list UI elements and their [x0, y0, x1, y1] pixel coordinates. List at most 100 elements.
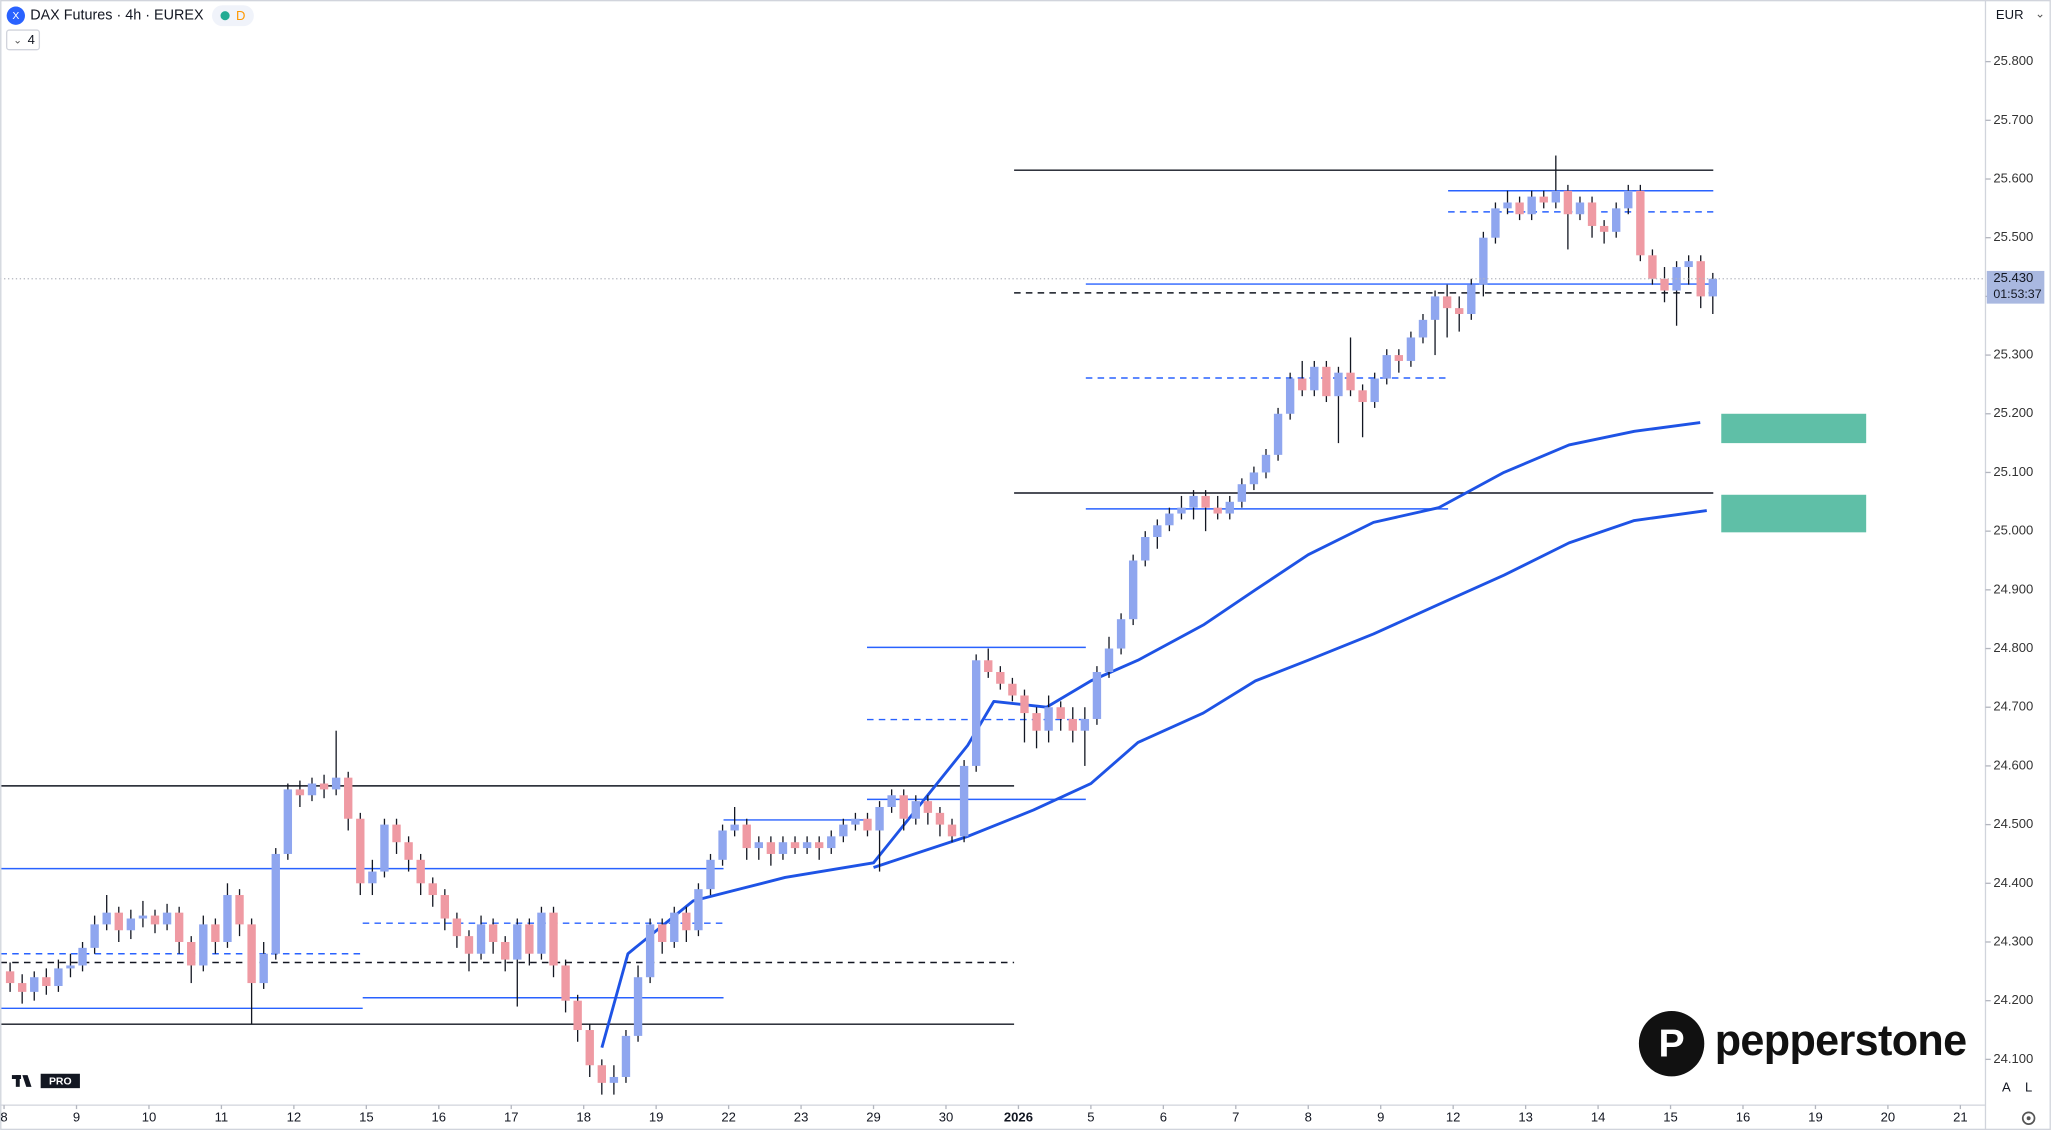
candle-body: [488, 924, 498, 942]
candle-body: [162, 912, 172, 925]
candle-body: [1141, 537, 1150, 561]
x-tick-label: 5: [1087, 1110, 1094, 1125]
status-badge[interactable]: [212, 5, 254, 27]
band-line: [600, 421, 1701, 1048]
x-tick-label: 14: [1591, 1110, 1606, 1125]
candle-body: [283, 789, 293, 854]
plot-area: [0, 155, 1986, 1095]
candle-body: [1406, 337, 1416, 361]
candle-body: [682, 912, 691, 931]
bar-countdown: 01:53:37: [1993, 287, 2041, 301]
candle-body: [102, 912, 111, 925]
settings-button[interactable]: [2021, 1111, 2036, 1125]
candle-body: [17, 983, 27, 992]
candle-body: [923, 801, 933, 813]
broker-mark: [1638, 1010, 1705, 1077]
chevron: ⌄: [13, 35, 22, 46]
candle-body: [525, 924, 534, 954]
candle-body: [150, 915, 160, 925]
candle-body: [319, 783, 329, 790]
candle-body: [658, 924, 667, 942]
y-tick-label: 24.100: [1993, 1051, 2033, 1066]
candle-body: [1346, 372, 1355, 391]
x-tick-label: 15: [359, 1110, 374, 1125]
y-tick-label: 24.300: [1993, 933, 2033, 948]
y-tick-label: 25.300: [1993, 347, 2033, 362]
candle-body: [356, 818, 365, 884]
x-tick-label: 13: [1518, 1110, 1533, 1125]
log-scale-button[interactable]: L: [2025, 1080, 2032, 1095]
auto-scale-button[interactable]: A: [2002, 1080, 2011, 1095]
candle-body: [1092, 672, 1102, 719]
candle-body: [851, 818, 860, 825]
candle-body: [1503, 202, 1512, 209]
zone: [1721, 494, 1867, 533]
last-price-label: 25.430: [1993, 270, 2033, 285]
candle-body: [476, 924, 486, 954]
candle-body: [609, 1076, 619, 1083]
candle-body: [1165, 513, 1174, 526]
currency[interactable]: EUR: [1996, 7, 2024, 22]
candle-body: [90, 924, 99, 948]
symbol-title[interactable]: DAX Futures · 4h · EUREX: [30, 7, 204, 23]
candle-body: [597, 1065, 607, 1083]
candle-body: [1612, 208, 1621, 232]
candle-body: [440, 895, 450, 919]
candle-body: [259, 953, 268, 984]
candle-body: [30, 977, 39, 992]
candle-body: [984, 660, 993, 673]
x-tick-label: 20: [1881, 1110, 1896, 1125]
candle-body: [1080, 718, 1090, 731]
candle-body: [959, 765, 969, 837]
candle-body: [645, 924, 655, 978]
x-tick-label: 16: [1736, 1110, 1751, 1125]
x-tick-label: 6: [1160, 1110, 1167, 1125]
candle-body: [1624, 190, 1633, 209]
y-tick-label: 25.600: [1993, 170, 2033, 185]
y-tick-label: 24.600: [1993, 757, 2033, 772]
x-tick-label: 2026: [1004, 1110, 1033, 1125]
candle-body: [1068, 718, 1077, 731]
indicator-toggle[interactable]: [6, 29, 41, 51]
candle-body: [1128, 560, 1138, 620]
candle-body: [1273, 413, 1283, 455]
tv-glyph: [22, 1075, 32, 1087]
last-price-box: [1986, 270, 2045, 304]
candle-body: [827, 836, 836, 849]
candle-body: [211, 924, 220, 942]
symbol-icon[interactable]: [6, 6, 25, 25]
candle-body: [126, 918, 136, 931]
status-letter: D: [236, 8, 245, 23]
candle-body: [1587, 202, 1597, 226]
candle-body: [1298, 378, 1307, 391]
candle-body: [247, 924, 256, 984]
candle-body: [54, 968, 63, 987]
candle-body: [416, 859, 425, 884]
candle-body: [1249, 472, 1259, 485]
candle-body: [392, 824, 401, 843]
x-tick-label: 11: [215, 1110, 229, 1125]
candle-body: [742, 824, 751, 849]
candle-body: [863, 818, 872, 831]
candle-body: [1491, 208, 1500, 238]
y-tick-label: 24.700: [1993, 699, 2033, 714]
candle-body: [223, 895, 232, 942]
candle-body: [971, 660, 981, 766]
pro-label: PRO: [49, 1076, 72, 1087]
candle-body: [802, 842, 812, 849]
candle-body: [1430, 296, 1440, 320]
y-tick-label: 25.200: [1993, 405, 2033, 420]
broker-name: pepperstone: [1715, 1017, 1967, 1065]
candle-body: [174, 912, 184, 942]
x-tick-label: 30: [939, 1110, 954, 1125]
candle-body: [380, 824, 389, 872]
x-tick-label: 22: [721, 1110, 736, 1125]
candle-body: [1418, 319, 1428, 338]
candle-body: [1660, 278, 1669, 291]
candle-body: [1636, 190, 1645, 256]
x-tick-label: 12: [1446, 1110, 1461, 1125]
y-tick-label: 24.800: [1993, 640, 2033, 655]
candle-body: [1599, 225, 1609, 232]
